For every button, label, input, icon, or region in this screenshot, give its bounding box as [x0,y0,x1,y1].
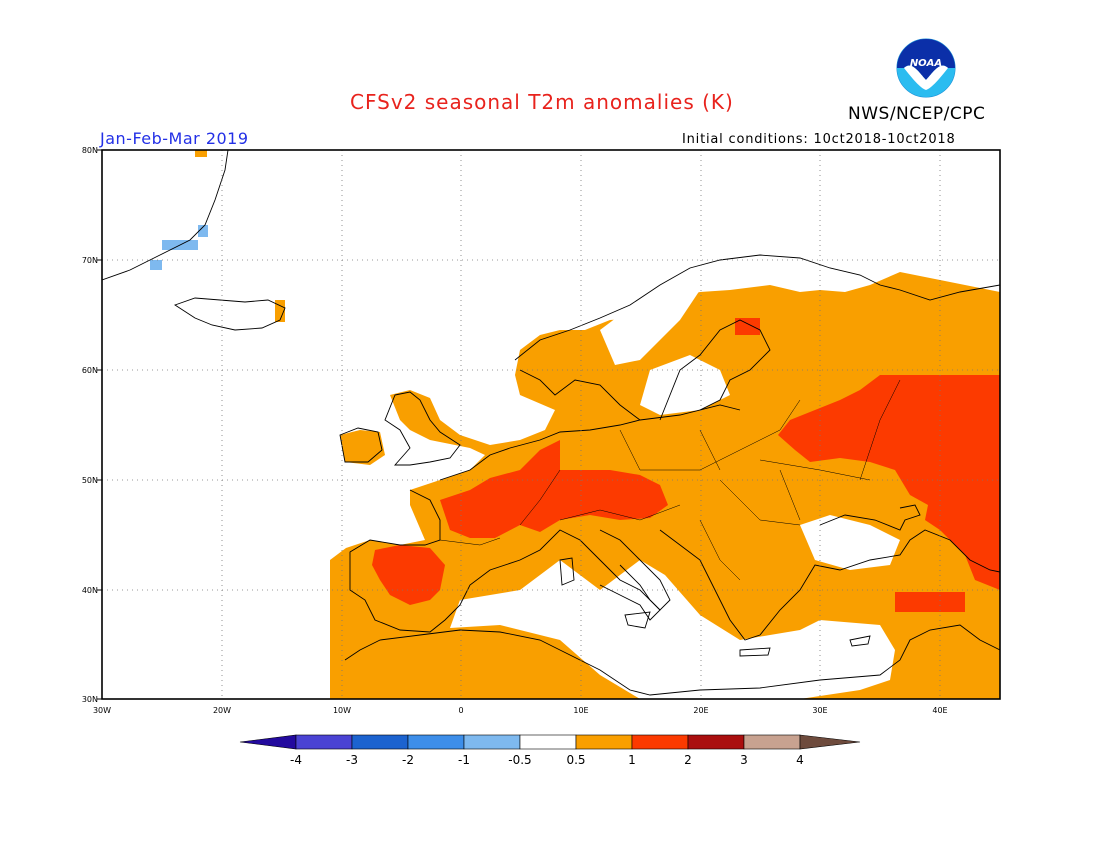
anomaly-cell-blue-greenland-3 [150,260,162,270]
anomaly-field [150,150,1000,699]
coastline-continent [344,404,1000,696]
lat-ticks [97,149,102,700]
colorbar-cell-0 [239,734,297,750]
colorbar-label-neg4: -4 [290,753,302,767]
anomaly-region-orange-iceland [275,300,285,322]
coastline-cyprus [849,635,871,647]
anomaly-cell-orange-greenland [195,150,207,157]
lat-label-80n: 80N [82,146,98,155]
colorbar-cell-3 [407,734,465,750]
lat-label-30n: 30N [82,695,98,704]
anomaly-region-neutral-black-sea [800,515,900,570]
colorbar-cell-8 [687,734,745,750]
colorbar-cell-5 [519,734,577,750]
colorbar-label-neg1: -1 [458,753,470,767]
colorbar-cell-9 [743,734,801,750]
map-title: CFSv2 seasonal T2m anomalies (K) [350,90,734,114]
colorbar-cell-7 [631,734,689,750]
colorbar-label-3: 3 [740,753,748,767]
lon-label-10w: 10W [333,706,351,715]
coastline-iceland [173,297,286,331]
colorbar-label-neg05: -0.5 [508,753,531,767]
noaa-logo-text: NOAA [910,58,942,69]
coastline-ireland [339,427,383,463]
coastline-greenland [102,150,229,281]
coastline-italy [599,529,671,611]
agency-label: NWS/NCEP/CPC [848,104,986,124]
anomaly-region-red-west-europe [440,440,668,538]
coastlines [102,150,1000,696]
colorbar-cell-4 [463,734,521,750]
anomaly-region-red-iberia [372,545,445,605]
colorbar-label-4: 4 [796,753,804,767]
lat-label-50n: 50N [82,476,98,485]
coastline-sicily [624,611,651,629]
colorbar-label-05: 0.5 [566,753,585,767]
colorbar-label-neg3: -3 [346,753,358,767]
colorbar-label-neg2: -2 [402,753,414,767]
lat-label-70n: 70N [82,256,98,265]
colorbar-label-1: 1 [628,753,636,767]
lon-labels: 30W 20W 10W 0 10E 20E 30E 40E [93,706,948,715]
coastline-crete [739,647,771,657]
noaa-logo: NOAA [896,38,956,98]
lat-labels: 80N 70N 60N 50N 40N 30N [82,146,98,704]
lon-label-20w: 20W [213,706,231,715]
lon-label-40e: 40E [932,706,947,715]
anomaly-region-neutral-mediterranean [450,560,895,699]
anomaly-region-neutral-norway [600,280,700,365]
coastline-sardinia [559,557,575,586]
lon-label-30w: 30W [93,706,111,715]
anomaly-cell-blue-greenland-2 [198,225,208,237]
period-label: Jan-Feb-Mar 2019 [100,129,249,148]
coastline-uk [384,391,461,466]
anomaly-region-red-russia [778,375,1000,590]
anomaly-region-orange-scandinavia [330,272,1000,699]
coastline-scandinavia [514,254,1000,421]
lon-label-0: 0 [458,706,463,715]
anomaly-region-red-turkey [895,592,965,612]
colorbar: -4 -3 -2 -1 -0.5 0.5 1 2 3 4 [239,734,861,767]
anomaly-region-orange-uk [340,430,385,465]
colorbar-cell-10 [799,734,861,750]
colorbar-label-2: 2 [684,753,692,767]
lon-label-30e: 30E [812,706,827,715]
map-frame [101,149,1001,700]
lon-label-20e: 20E [693,706,708,715]
colorbar-cell-2 [351,734,409,750]
lat-label-40n: 40N [82,586,98,595]
colorbar-cell-1 [295,734,353,750]
colorbar-cell-6 [575,734,633,750]
initial-conditions-label: Initial conditions: 10ct2018-10ct2018 [682,132,956,147]
anomaly-region-red-finland [735,318,760,335]
lon-label-10e: 10E [573,706,588,715]
lat-label-60n: 60N [82,366,98,375]
